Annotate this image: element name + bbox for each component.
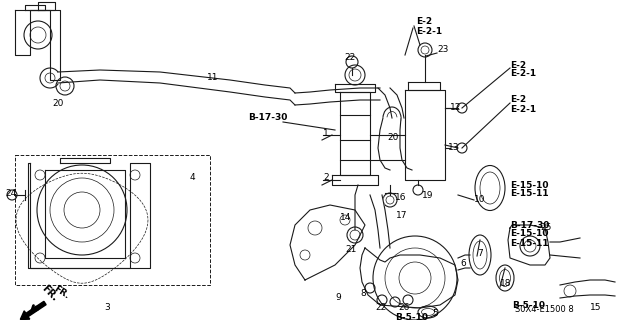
Text: 23: 23 xyxy=(437,45,449,54)
Text: 11: 11 xyxy=(207,73,218,82)
Polygon shape xyxy=(560,280,615,298)
Text: 8: 8 xyxy=(360,289,365,298)
Text: E-15-10: E-15-10 xyxy=(510,229,548,238)
Text: E-2: E-2 xyxy=(510,60,526,69)
Text: 22: 22 xyxy=(375,303,387,313)
Text: 20: 20 xyxy=(52,99,64,108)
Text: 7: 7 xyxy=(477,249,483,258)
Text: 17: 17 xyxy=(396,211,408,220)
Text: 12: 12 xyxy=(450,103,461,113)
Text: 1: 1 xyxy=(323,129,329,138)
Text: 18: 18 xyxy=(500,278,511,287)
Polygon shape xyxy=(378,118,412,170)
Text: 24: 24 xyxy=(5,188,16,197)
Text: 25: 25 xyxy=(540,223,552,233)
Text: E-2-1: E-2-1 xyxy=(416,27,442,36)
FancyArrow shape xyxy=(20,301,46,319)
Text: FR.: FR. xyxy=(40,283,60,303)
Text: 14: 14 xyxy=(340,213,351,222)
Text: B-5-10: B-5-10 xyxy=(395,314,428,320)
Text: E-15-11: E-15-11 xyxy=(510,238,548,247)
Text: 19: 19 xyxy=(422,190,433,199)
Text: E-15-11: E-15-11 xyxy=(510,189,548,198)
Text: 26: 26 xyxy=(398,303,410,313)
Text: 22: 22 xyxy=(344,52,355,61)
Text: 4: 4 xyxy=(190,173,196,182)
Polygon shape xyxy=(378,88,404,118)
Text: 15: 15 xyxy=(590,303,602,313)
Text: S0X4-E1500 8: S0X4-E1500 8 xyxy=(515,305,573,314)
Text: 3: 3 xyxy=(104,303,110,313)
Text: 5: 5 xyxy=(432,308,438,317)
Text: E-2: E-2 xyxy=(416,18,432,27)
Text: E-2-1: E-2-1 xyxy=(510,105,536,114)
Text: 2: 2 xyxy=(323,173,328,182)
Text: 6: 6 xyxy=(460,259,466,268)
Text: 10: 10 xyxy=(474,196,486,204)
Bar xyxy=(15,155,210,285)
Polygon shape xyxy=(550,238,580,258)
Text: B-5-10: B-5-10 xyxy=(512,300,545,309)
Text: B-17-30: B-17-30 xyxy=(510,220,549,229)
Text: B-17-30: B-17-30 xyxy=(248,114,287,123)
Text: E-2: E-2 xyxy=(510,95,526,105)
Text: 16: 16 xyxy=(395,194,406,203)
Text: 13: 13 xyxy=(448,143,460,153)
Text: E-15-10: E-15-10 xyxy=(510,180,548,189)
Text: 9: 9 xyxy=(335,293,340,302)
Text: FR.: FR. xyxy=(52,284,71,301)
Text: 21: 21 xyxy=(345,245,356,254)
Text: 20: 20 xyxy=(387,133,399,142)
Polygon shape xyxy=(370,195,390,248)
Text: E-2-1: E-2-1 xyxy=(510,69,536,78)
